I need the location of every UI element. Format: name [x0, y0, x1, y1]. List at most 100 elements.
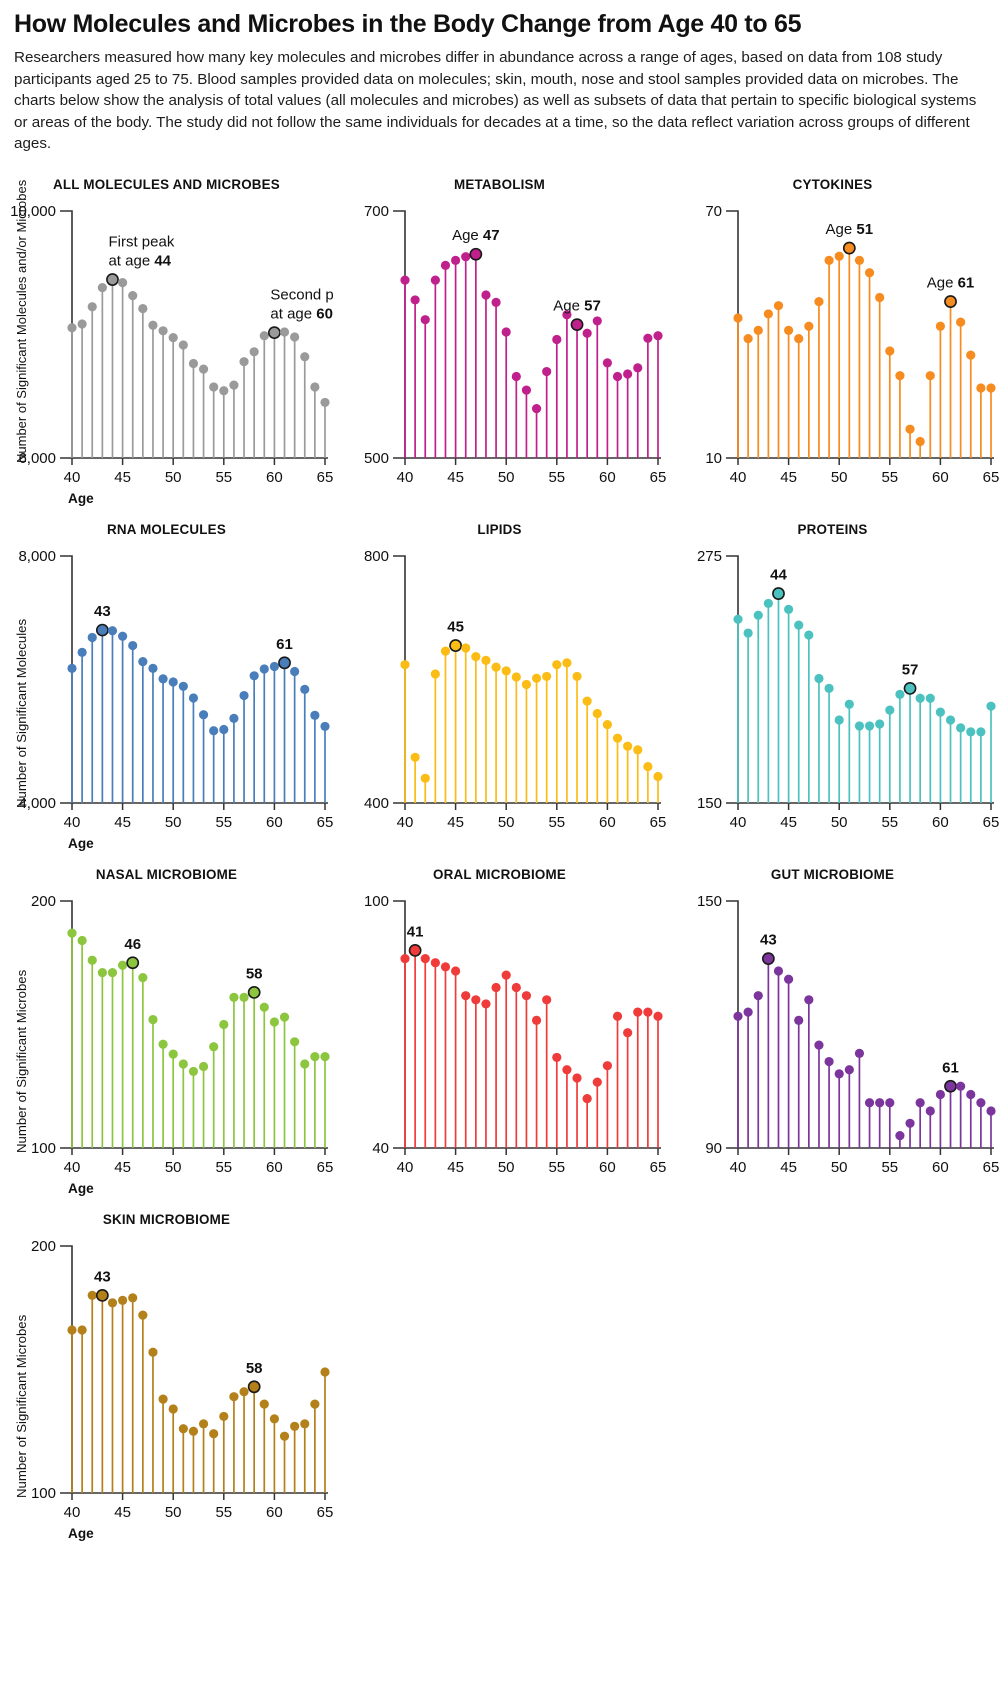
lollipop-dot: [67, 663, 77, 673]
lollipop-dot: [501, 666, 511, 676]
lollipop-dot: [552, 659, 562, 670]
y-tick-min: 500: [364, 450, 389, 467]
lollipop-dot: [290, 666, 300, 676]
lollipop-dot: [895, 1130, 905, 1141]
lollipop-dot: [623, 741, 633, 751]
lollipop-dot: [501, 970, 511, 980]
lollipop-dot: [784, 974, 794, 984]
lollipop-dot: [410, 295, 420, 305]
lollipop-dot: [259, 1002, 269, 1012]
x-tick-label: 45: [447, 1159, 464, 1176]
x-axis-label: Age: [68, 835, 94, 851]
lollipop-dot: [269, 661, 279, 672]
x-tick-label: 55: [881, 469, 898, 486]
x-tick-label: 50: [498, 814, 515, 831]
lollipop-dot: [300, 1419, 310, 1429]
lollipop-dot: [511, 982, 521, 992]
lollipop-dot: [521, 679, 532, 689]
lollipop-dot: [743, 1007, 753, 1017]
lollipop-dot: [935, 707, 945, 717]
plot-area-oral-microbiome: 100 40 40 45 50 55 60 65 41: [364, 893, 666, 1176]
lollipop-dot: [269, 1414, 279, 1424]
plot-area-skin-microbiome: 200 100 40 45 50 55 60 65 43 58: [31, 1238, 333, 1521]
lollipop-dot: [511, 371, 521, 381]
lollipop-dot: [804, 321, 814, 331]
lollipop-dot: [804, 995, 814, 1005]
lollipop-dot: [966, 350, 976, 360]
lollipop-dot: [430, 275, 440, 285]
x-tick-label: 40: [397, 814, 414, 831]
lollipop-dot: [854, 1048, 865, 1058]
lollipop-dot: [772, 587, 785, 600]
x-tick-label: 60: [266, 1159, 283, 1176]
lollipop-dot: [408, 943, 422, 957]
peak-annotation: at age 60: [270, 306, 333, 323]
lollipop-dot: [158, 1039, 168, 1049]
lollipop-dot: [875, 292, 885, 302]
lollipop-dot: [844, 1065, 854, 1075]
lollipop-dot: [178, 1059, 188, 1069]
lollipop-dot: [138, 303, 148, 314]
lollipop-dot: [552, 334, 562, 344]
plot-area-nasal-microbiome: 200 100 40 45 50 55 60 65 46 58: [31, 893, 333, 1176]
plot-area-metabolism: 700 500 40 45 50 55 60 65 Age 47 Age 57: [364, 203, 666, 486]
chart-oral-microbiome: ORAL MICROBIOME 100 40 40 45 50 55 60 65 41: [333, 861, 666, 1206]
lollipop-dot: [420, 953, 430, 964]
lollipop-dot: [602, 719, 612, 730]
lollipop-dot: [279, 1431, 290, 1441]
lollipop-dot: [440, 260, 451, 270]
lollipop-dot: [905, 424, 915, 434]
chart-proteins: PROTEINS 275 150 40 45 50 55 60 65 44 57: [666, 516, 999, 861]
lollipop-dot: [976, 1098, 986, 1108]
x-tick-label: 45: [447, 469, 464, 486]
lollipop-dot: [885, 1098, 895, 1108]
lollipop-dot: [107, 626, 118, 636]
lollipop-dot: [188, 358, 199, 369]
lollipop-dot: [944, 295, 957, 308]
lollipop-dot: [158, 1394, 168, 1404]
lollipop-dot: [531, 673, 542, 683]
x-tick-label: 60: [599, 814, 616, 831]
x-tick-label: 55: [215, 814, 232, 831]
lollipop-dot: [430, 669, 440, 679]
lollipop-dot: [814, 673, 824, 684]
lollipop-dot: [239, 690, 249, 701]
lollipop-dot: [481, 999, 491, 1009]
y-tick-max: 200: [31, 1238, 56, 1255]
y-tick-max: 150: [697, 893, 722, 910]
lollipop-dot: [158, 674, 168, 684]
lollipop-dot: [229, 380, 239, 390]
peak-annotation: Age 61: [927, 274, 975, 291]
lollipop-dot: [753, 325, 763, 335]
lollipop-dot: [87, 955, 97, 965]
lollipop-dot: [562, 1065, 572, 1075]
lollipop-dot: [198, 709, 209, 720]
lollipop-dot: [814, 296, 824, 307]
x-tick-label: 50: [165, 814, 182, 831]
x-tick-label: 65: [317, 469, 333, 486]
lollipop-dot: [310, 1051, 320, 1062]
x-tick-label: 45: [114, 814, 131, 831]
x-tick-label: 60: [266, 814, 283, 831]
lollipop-dot: [956, 1081, 966, 1091]
lollipop-dot: [481, 290, 491, 300]
x-tick-label: 55: [215, 469, 232, 486]
lollipop-dot: [178, 1424, 188, 1434]
lollipop-dot: [824, 255, 834, 265]
chart-grid: ALL MOLECULES AND MICROBES 10,000 6,000 40 4…: [0, 171, 1000, 1551]
lollipop-dot: [602, 1060, 612, 1071]
lollipop-dot: [118, 960, 128, 970]
lollipop-dot: [118, 631, 128, 641]
x-tick-label: 40: [64, 814, 81, 831]
lollipop-dot: [77, 1325, 87, 1335]
lollipop-dot: [864, 268, 875, 278]
lollipop-dot: [572, 1073, 582, 1083]
lollipop-dot: [743, 628, 753, 638]
lollipop-dot: [269, 1017, 279, 1027]
lollipop-dot: [623, 369, 633, 379]
y-tick-max: 8,000: [18, 548, 56, 565]
lollipop-dot: [733, 313, 743, 323]
x-tick-label: 55: [548, 1159, 565, 1176]
lollipop-dot: [259, 331, 269, 341]
